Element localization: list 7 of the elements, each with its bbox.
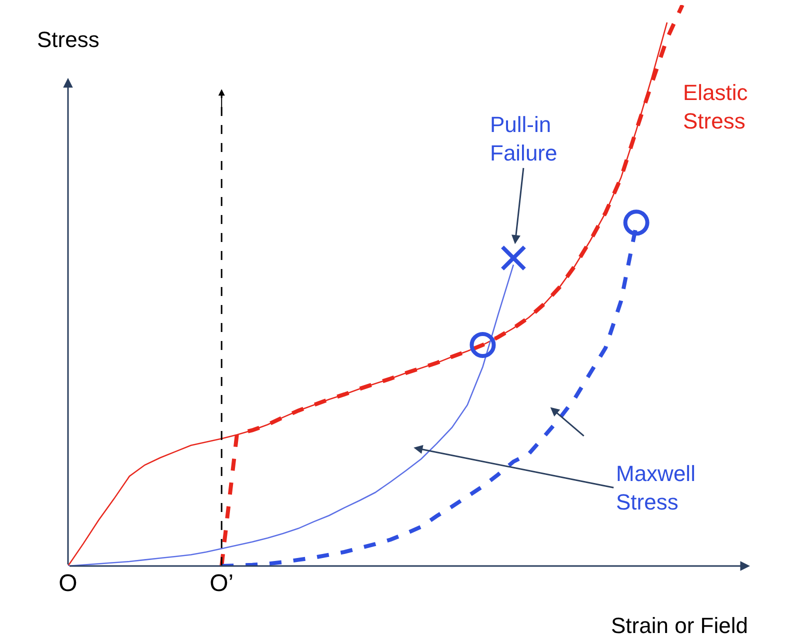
annotation: Maxwell Stress: [616, 461, 696, 515]
x-axis-title: Strain or Field: [611, 613, 748, 636]
y-axis-title: Stress: [37, 27, 100, 52]
x-tick-label: O’: [210, 570, 234, 597]
x-tick-label: O: [58, 570, 78, 597]
annotation: Pull-in Failure: [490, 112, 558, 166]
annotation: Elastic Stress: [683, 80, 748, 134]
